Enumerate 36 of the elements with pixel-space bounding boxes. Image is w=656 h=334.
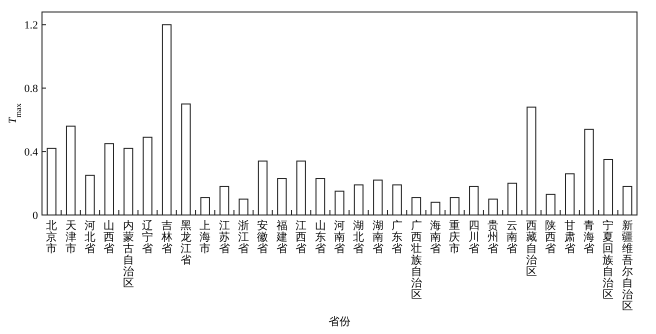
x-tick-label: 湖南省 bbox=[372, 220, 384, 255]
x-tick-label: 山东省 bbox=[314, 219, 326, 255]
x-tick-label: 甘肃省 bbox=[564, 219, 576, 255]
x-tick-label: 江西省 bbox=[296, 220, 307, 255]
x-tick-label: 云南省 bbox=[506, 220, 518, 255]
x-tick-label: 江苏省 bbox=[218, 220, 230, 255]
x-tick-label: 黑龙江省 bbox=[180, 220, 192, 266]
x-axis-title: 省份 bbox=[328, 315, 350, 328]
y-tick-label: 1.2 bbox=[24, 20, 38, 32]
x-tick-label: 浙江省 bbox=[238, 219, 250, 255]
x-tick-label: 西藏自治区 bbox=[526, 220, 537, 278]
y-tick-label: 0.4 bbox=[24, 146, 38, 159]
x-tick-label: 新疆维吾尔自治区 bbox=[622, 219, 633, 312]
y-tick-label: 0.8 bbox=[24, 83, 38, 96]
x-tick-label: 陕西省 bbox=[545, 220, 556, 255]
x-tick-label: 山西省 bbox=[104, 219, 115, 255]
x-tick-label: 青海省 bbox=[584, 219, 595, 255]
x-tick-label: 重庆市 bbox=[449, 219, 460, 255]
x-tick-label: 湖北省 bbox=[353, 220, 364, 255]
x-tick-label: 上海市 bbox=[200, 219, 211, 255]
x-tick-label: 河南省 bbox=[334, 220, 345, 255]
y-tick-label: 0 bbox=[32, 210, 38, 222]
x-tick-label: 天津市 bbox=[65, 220, 76, 255]
x-tick-label: 辽宁省 bbox=[142, 220, 154, 255]
x-tick-label: 安徽省 bbox=[257, 219, 268, 255]
x-tick-label: 广西壮族自治区 bbox=[410, 219, 422, 301]
x-tick-label: 宁夏回族自治区 bbox=[602, 219, 614, 301]
x-tick-label: 内蒙古自治区 bbox=[122, 219, 134, 290]
x-tick-label: 贵州省 bbox=[488, 219, 499, 255]
x-tick-label: 海南省 bbox=[430, 220, 441, 255]
x-tick-label: 广东省 bbox=[392, 219, 403, 255]
x-tick-label: 河北省 bbox=[84, 220, 96, 255]
x-tick-label: 福建省 bbox=[275, 219, 288, 255]
x-tick-label: 北京市 bbox=[46, 219, 58, 255]
x-tick-label: 吉林省 bbox=[160, 219, 172, 255]
x-tick-label: 四川省 bbox=[468, 220, 480, 255]
